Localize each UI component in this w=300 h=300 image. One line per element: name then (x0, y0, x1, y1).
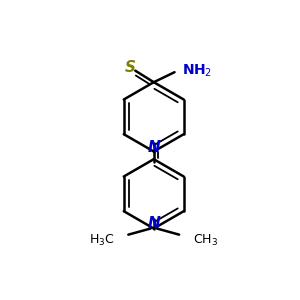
Text: CH$_3$: CH$_3$ (193, 233, 218, 248)
Text: NH$_2$: NH$_2$ (182, 62, 212, 79)
Text: N: N (147, 140, 160, 155)
Text: N: N (147, 216, 160, 231)
Text: S: S (125, 60, 136, 75)
Text: H$_3$C: H$_3$C (89, 233, 115, 248)
